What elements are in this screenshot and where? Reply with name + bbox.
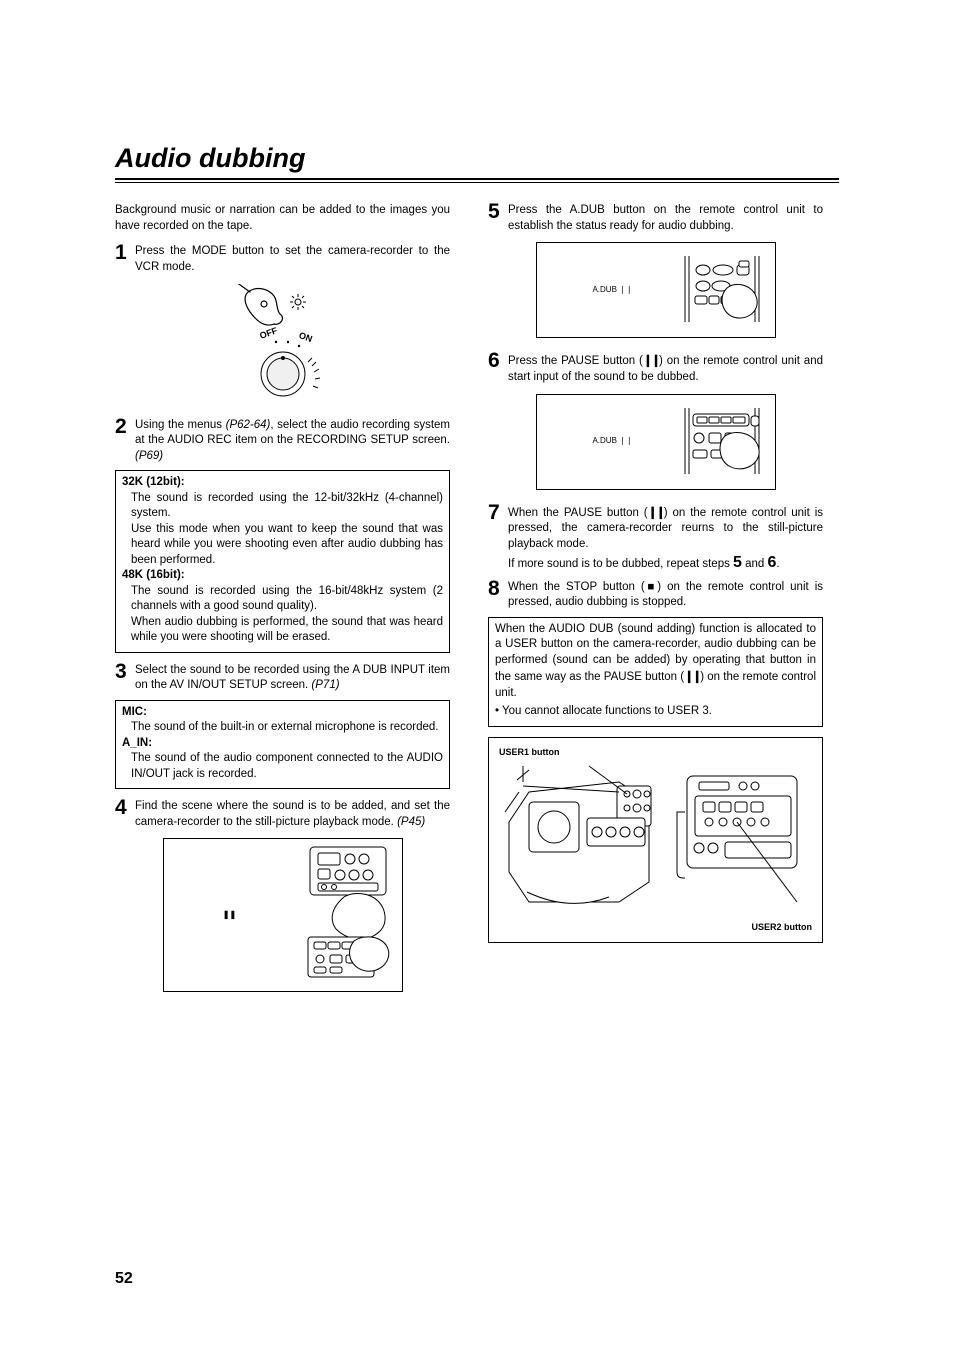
step-3-body: Select the sound to be recorded using th… bbox=[135, 663, 450, 694]
s2-ref2: (P69) bbox=[135, 450, 163, 462]
s7-pre: When the PAUSE button ( bbox=[508, 507, 648, 519]
box1-t2a: The sound is recorded using the 16-bit/4… bbox=[122, 584, 443, 615]
step-num-3: 3 bbox=[115, 661, 135, 682]
box2-h1: MIC: bbox=[122, 705, 443, 721]
lcd-adub2: A.DUB ❘❘ bbox=[592, 436, 632, 447]
content-columns: Background music or narration can be add… bbox=[115, 203, 839, 1006]
step-1-body: Press the MODE button to set the camera-… bbox=[135, 244, 450, 275]
right-column: 5 Press the A.DUB button on the remote c… bbox=[488, 203, 823, 1006]
s7-five: 5 bbox=[733, 554, 742, 571]
box2-t1: The sound of the built-in or external mi… bbox=[122, 720, 443, 736]
camcorder-figure bbox=[499, 762, 809, 922]
box1-t1a: The sound is recorded using the 12-bit/3… bbox=[122, 491, 443, 522]
s8-pre: When the STOP button ( bbox=[508, 581, 645, 593]
step-3: 3 Select the sound to be recorded using … bbox=[115, 663, 450, 694]
camera-remote-step4 bbox=[294, 845, 394, 985]
box2-t2: The sound of the audio component connect… bbox=[122, 751, 443, 782]
step-5-body: Press the A.DUB button on the remote con… bbox=[508, 203, 823, 234]
step-num-1: 1 bbox=[115, 242, 135, 263]
s3-pre: Select the sound to be recorded using th… bbox=[135, 664, 450, 692]
s3-ref: (P71) bbox=[311, 679, 339, 691]
figure-step4: ❚❚ bbox=[115, 838, 450, 992]
page-number: 52 bbox=[115, 1268, 133, 1290]
adub-input-box: MIC: The sound of the built-in or extern… bbox=[115, 700, 450, 790]
s6-glyph: ❙❙ bbox=[643, 353, 659, 367]
step-1: 1 Press the MODE button to set the camer… bbox=[115, 244, 450, 275]
lcd-adub1: A.DUB ❘❘ bbox=[592, 285, 632, 296]
title-rule bbox=[115, 182, 839, 183]
step-num-7: 7 bbox=[488, 502, 508, 523]
step-num-8: 8 bbox=[488, 578, 508, 599]
step-7-body: When the PAUSE button (❙❙) on the remote… bbox=[508, 504, 823, 574]
lcd-pause-glyph: ❚❚ bbox=[223, 910, 236, 921]
dial-on-label: ON bbox=[297, 330, 313, 344]
step-num-2: 2 bbox=[115, 416, 135, 437]
remote-step6 bbox=[679, 404, 767, 480]
step-2-body: Using the menus (P62-64), select the aud… bbox=[135, 418, 450, 465]
dial-off-label: OFF bbox=[258, 325, 279, 341]
user-note-box: When the AUDIO DUB (sound adding) functi… bbox=[488, 617, 823, 727]
figure-step5: A.DUB ❘❘ bbox=[488, 242, 823, 338]
lcd-step6: A.DUB ❘❘ bbox=[553, 401, 673, 483]
audio-rec-box: 32K (12bit): The sound is recorded using… bbox=[115, 470, 450, 653]
figure-user-buttons: USER1 button bbox=[488, 737, 823, 943]
user1-label: USER1 button bbox=[499, 746, 812, 758]
lcd-step4: ❚❚ bbox=[172, 848, 288, 983]
user2-label: USER2 button bbox=[499, 921, 812, 933]
step-6-body: Press the PAUSE button (❙❙) on the remot… bbox=[508, 352, 823, 385]
s8-glyph: ■ bbox=[645, 581, 658, 593]
box1-t1b: Use this mode when you want to keep the … bbox=[122, 522, 443, 569]
box3-glyph: ❙❙ bbox=[684, 669, 700, 683]
left-column: Background music or narration can be add… bbox=[115, 203, 450, 1006]
step-num-6: 6 bbox=[488, 350, 508, 371]
step-4: 4 Find the scene where the sound is to b… bbox=[115, 799, 450, 830]
s7-dot: . bbox=[776, 558, 779, 570]
s7-l2a: If more sound is to be dubbed, repeat st… bbox=[508, 558, 733, 570]
lcd-step5: A.DUB ❘❘ bbox=[553, 249, 673, 331]
intro-text: Background music or narration can be add… bbox=[115, 203, 450, 234]
box3-bullet: • You cannot allocate functions to USER … bbox=[495, 704, 816, 720]
box2-h2: A_IN: bbox=[122, 736, 443, 752]
s7-and: and bbox=[742, 558, 768, 570]
s6-pre: Press the PAUSE button ( bbox=[508, 355, 643, 367]
s7-glyph: ❙❙ bbox=[648, 505, 664, 519]
figure-step6: A.DUB ❘❘ bbox=[488, 394, 823, 490]
step-num-4: 4 bbox=[115, 797, 135, 818]
page-title: Audio dubbing bbox=[115, 140, 839, 180]
box1-t2b: When audio dubbing is performed, the sou… bbox=[122, 615, 443, 646]
step-2: 2 Using the menus (P62-64), select the a… bbox=[115, 418, 450, 465]
figure-mode-dial: OFF ON bbox=[115, 284, 450, 404]
s2-ref1: (P62-64) bbox=[226, 419, 271, 431]
s4-ref: (P45) bbox=[397, 816, 425, 828]
remote-step5 bbox=[679, 252, 767, 328]
step-num-5: 5 bbox=[488, 201, 508, 222]
step-6: 6 Press the PAUSE button (❙❙) on the rem… bbox=[488, 352, 823, 385]
box1-h2: 48K (16bit): bbox=[122, 568, 443, 584]
s2-pre: Using the menus bbox=[135, 419, 226, 431]
step-4-body: Find the scene where the sound is to be … bbox=[135, 799, 450, 830]
step-8: 8 When the STOP button (■) on the remote… bbox=[488, 580, 823, 611]
box1-h1: 32K (12bit): bbox=[122, 475, 443, 491]
step-5: 5 Press the A.DUB button on the remote c… bbox=[488, 203, 823, 234]
step-7: 7 When the PAUSE button (❙❙) on the remo… bbox=[488, 504, 823, 574]
step-8-body: When the STOP button (■) on the remote c… bbox=[508, 580, 823, 611]
